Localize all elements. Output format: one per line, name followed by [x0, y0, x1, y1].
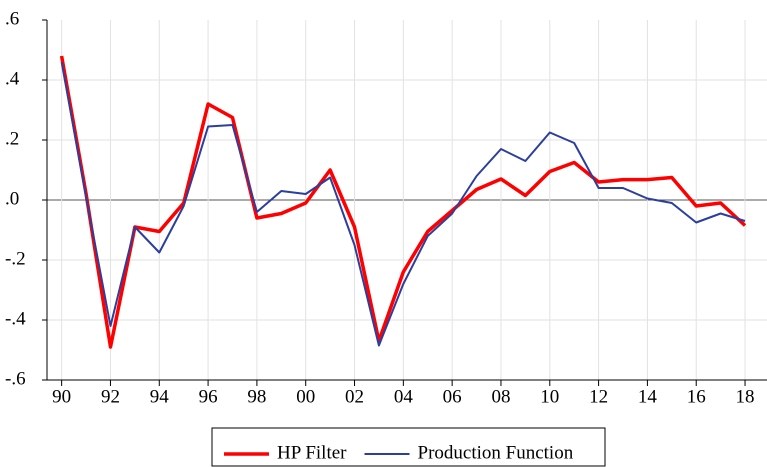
x-tick-label: 00: [296, 386, 315, 407]
x-tick-label: 08: [491, 386, 510, 407]
x-tick-label: 10: [540, 386, 559, 407]
legend-label: Production Function: [418, 442, 574, 463]
legend: HP Filter Production Function: [211, 427, 606, 467]
x-tick-label: 94: [150, 386, 170, 407]
y-tick-label: .6: [5, 8, 19, 29]
y-tick-label: .4: [5, 68, 20, 89]
y-tick-label: -.6: [5, 368, 26, 389]
legend-box: [211, 427, 606, 467]
series-line: [60, 61, 746, 347]
legend-label: HP Filter: [277, 442, 347, 463]
x-tick-label: 98: [247, 386, 266, 407]
y-tick-label: -.4: [5, 308, 26, 329]
y-tick-label: .0: [5, 188, 19, 209]
x-tick-label: 96: [199, 386, 218, 407]
x-tick-label: 04: [394, 386, 414, 407]
x-tick-label: 02: [345, 386, 364, 407]
x-tick-label: 18: [736, 386, 755, 407]
x-tick-label: 92: [101, 386, 120, 407]
x-tick-label: 14: [638, 386, 658, 407]
x-tick-label: 06: [443, 386, 462, 407]
y-tick-label: .2: [5, 128, 19, 149]
series-line: [59, 55, 747, 349]
x-tick-label: 90: [52, 386, 71, 407]
y-tick-label: -.2: [5, 248, 26, 269]
x-tick-label: 12: [589, 386, 608, 407]
x-tick-label: 16: [687, 386, 706, 407]
